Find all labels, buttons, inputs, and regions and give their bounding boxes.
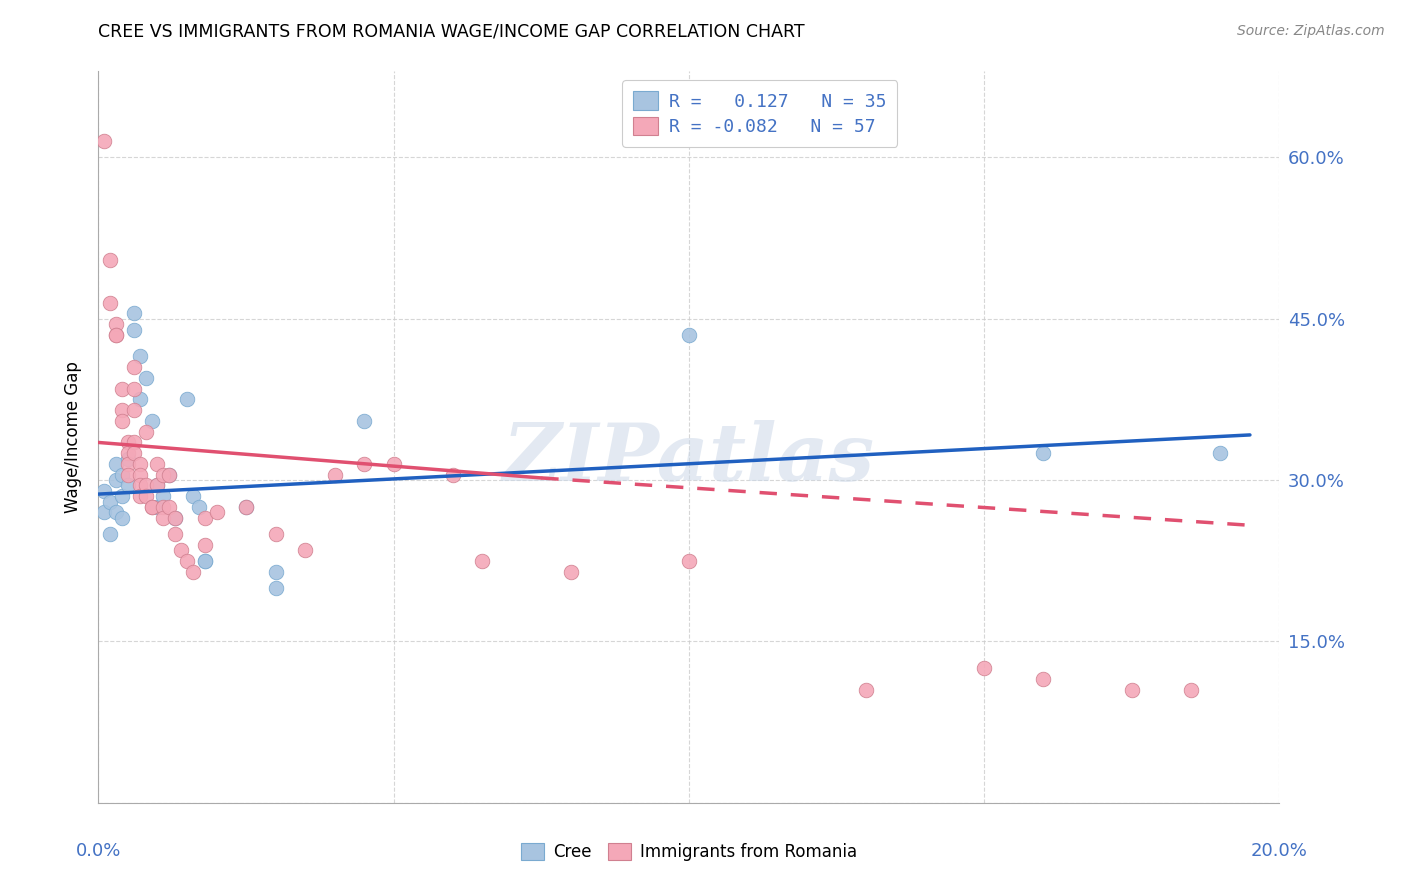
Point [111, 489, 134, 503]
Point [122, 322, 145, 336]
Point [117, 467, 139, 482]
Point [235, 500, 257, 514]
Point [111, 382, 134, 396]
Point [170, 543, 193, 558]
Point [146, 478, 169, 492]
Point [165, 527, 187, 541]
Point [111, 467, 134, 482]
Point [152, 489, 174, 503]
Point [176, 554, 198, 568]
Point [117, 446, 139, 460]
Point [128, 392, 150, 407]
Point [135, 371, 157, 385]
Point [181, 565, 204, 579]
Point [1180, 682, 1202, 697]
Point [111, 414, 134, 428]
Point [152, 467, 174, 482]
Point [141, 500, 163, 514]
Point [105, 457, 128, 471]
Point [1209, 446, 1232, 460]
Point [157, 467, 180, 482]
Point [264, 581, 287, 595]
Point [135, 478, 157, 492]
Point [165, 510, 187, 524]
Point [1121, 682, 1143, 697]
Point [323, 467, 346, 482]
Point [122, 360, 145, 375]
Point [98, 252, 121, 267]
Point [141, 414, 163, 428]
Point [105, 505, 128, 519]
Point [264, 527, 287, 541]
Point [98, 494, 121, 508]
Point [128, 478, 150, 492]
Point [135, 425, 157, 439]
Point [105, 327, 128, 342]
Point [122, 382, 145, 396]
Point [105, 327, 128, 342]
Point [122, 403, 145, 417]
Point [855, 682, 877, 697]
Point [471, 554, 494, 568]
Point [560, 565, 582, 579]
Point [678, 554, 700, 568]
Point [93, 134, 115, 148]
Text: 0.0%: 0.0% [76, 842, 121, 860]
Text: Source: ZipAtlas.com: Source: ZipAtlas.com [1237, 24, 1385, 38]
Point [111, 403, 134, 417]
Point [441, 467, 464, 482]
Point [128, 457, 150, 471]
Point [187, 500, 209, 514]
Point [194, 554, 217, 568]
Point [117, 457, 139, 471]
Point [165, 510, 187, 524]
Point [235, 500, 257, 514]
Point [205, 505, 228, 519]
Text: 20.0%: 20.0% [1251, 842, 1308, 860]
Point [135, 489, 157, 503]
Point [117, 435, 139, 450]
Point [973, 661, 995, 675]
Point [157, 500, 180, 514]
Point [122, 446, 145, 460]
Point [105, 473, 128, 487]
Legend: Cree, Immigrants from Romania: Cree, Immigrants from Romania [515, 836, 863, 868]
Point [122, 306, 145, 320]
Point [146, 478, 169, 492]
Point [194, 510, 217, 524]
Point [176, 392, 198, 407]
Point [353, 414, 375, 428]
Point [128, 489, 150, 503]
Point [141, 500, 163, 514]
Point [181, 489, 204, 503]
Point [1032, 446, 1054, 460]
Point [117, 478, 139, 492]
Point [111, 510, 134, 524]
Point [678, 327, 700, 342]
Point [128, 467, 150, 482]
Point [98, 527, 121, 541]
Point [194, 554, 217, 568]
Point [353, 457, 375, 471]
Point [152, 510, 174, 524]
Point [264, 565, 287, 579]
Point [128, 350, 150, 364]
Point [117, 451, 139, 466]
Point [194, 538, 217, 552]
Point [93, 505, 115, 519]
Point [98, 295, 121, 310]
Point [157, 467, 180, 482]
Point [294, 543, 316, 558]
Point [122, 435, 145, 450]
Point [105, 317, 128, 331]
Point [1032, 672, 1054, 686]
Point [382, 457, 405, 471]
Y-axis label: Wage/Income Gap: Wage/Income Gap [65, 361, 83, 513]
Point [146, 500, 169, 514]
Text: CREE VS IMMIGRANTS FROM ROMANIA WAGE/INCOME GAP CORRELATION CHART: CREE VS IMMIGRANTS FROM ROMANIA WAGE/INC… [98, 22, 806, 40]
Point [93, 483, 115, 498]
Point [146, 457, 169, 471]
Text: ZIPatlas: ZIPatlas [503, 420, 875, 498]
Point [152, 500, 174, 514]
